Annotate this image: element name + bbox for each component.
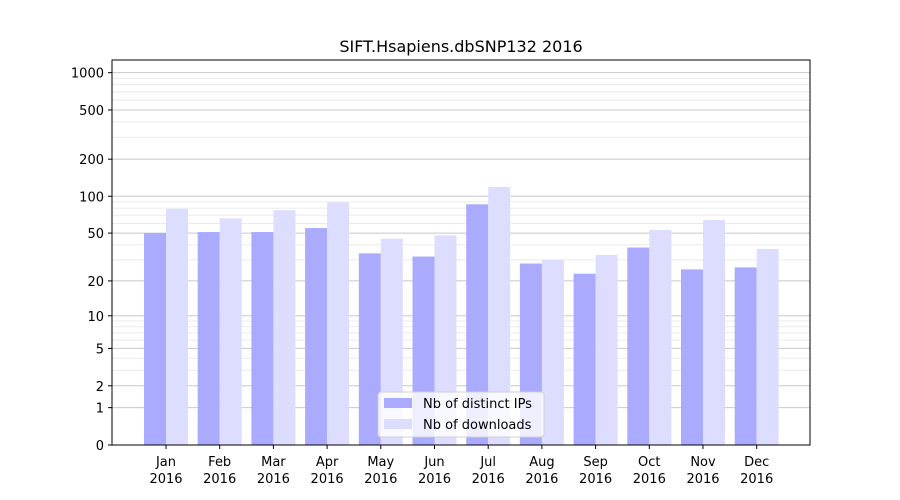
- y-tick-label: 2: [96, 380, 104, 395]
- bar-downloads: [488, 186, 511, 445]
- bar-downloads: [219, 218, 242, 445]
- y-axis: 0 1 2 5 10 20 50 100 200 500 1000: [71, 67, 112, 454]
- legend-label: Nb of downloads: [423, 418, 532, 433]
- legend: Nb of distinct IPs Nb of downloads: [377, 391, 545, 438]
- y-tick-label: 1: [96, 402, 104, 417]
- bars: [144, 186, 779, 445]
- chart-title: SIFT.Hsapiens.dbSNP132 2016: [339, 37, 582, 56]
- x-tick-label: Jan: [155, 455, 176, 470]
- x-tick-label: 2016: [364, 472, 397, 487]
- legend-box: [377, 391, 545, 438]
- bar-ips: [627, 247, 650, 445]
- x-tick-label: 2016: [203, 472, 236, 487]
- bar-ips: [573, 273, 596, 445]
- bar-downloads: [166, 208, 188, 445]
- x-tick-label: Oct: [638, 455, 660, 470]
- bar-ips: [251, 232, 274, 445]
- bar-ips: [144, 233, 166, 445]
- x-tick-label: Jun: [423, 455, 444, 470]
- bar-ips: [305, 228, 328, 445]
- x-tick-label: Apr: [316, 455, 339, 470]
- x-tick-label: 2016: [311, 472, 344, 487]
- y-tick-label: 500: [79, 104, 104, 119]
- x-tick-label: 2016: [740, 472, 773, 487]
- y-tick-label: 100: [79, 190, 104, 205]
- x-tick-label: Dec: [744, 455, 769, 470]
- bar-ips: [466, 204, 489, 445]
- y-tick-label: 10: [87, 310, 104, 325]
- axes-frame: [111, 59, 811, 446]
- legend-swatch: [384, 419, 412, 429]
- x-tick-label: 2016: [418, 472, 451, 487]
- bar-ips: [197, 232, 220, 445]
- y-tick-label: 0: [96, 439, 104, 454]
- y-tick-label: 5: [96, 342, 104, 357]
- x-tick-label: Nov: [690, 455, 716, 470]
- bar-downloads: [327, 202, 350, 445]
- x-tick-label: Aug: [529, 455, 554, 470]
- bar-downloads: [756, 248, 779, 445]
- bar-downloads: [649, 230, 672, 445]
- y-tick-label: 20: [87, 275, 104, 290]
- x-tick-label: 2016: [149, 472, 182, 487]
- bar-downloads: [273, 210, 296, 445]
- x-tick-label: Feb: [208, 455, 231, 470]
- bar-downloads: [595, 254, 618, 445]
- x-tick-label: 2016: [472, 472, 505, 487]
- legend-swatch: [384, 398, 412, 408]
- bar-ips: [358, 253, 381, 445]
- x-tick-label: 2016: [525, 472, 558, 487]
- x-tick-label: May: [367, 455, 394, 470]
- x-axis: Jan 2016 Feb 2016 Mar 2016 Apr 2016 May 2016 Jun 20…: [149, 445, 773, 487]
- y-tick-label: 50: [87, 227, 104, 242]
- y-tick-label: 200: [79, 153, 104, 168]
- bar-ips: [734, 267, 757, 445]
- y-tick-label: 1000: [71, 67, 104, 82]
- bar-downloads: [541, 259, 564, 445]
- x-tick-label: Mar: [261, 455, 286, 470]
- x-tick-label: 2016: [686, 472, 719, 487]
- x-tick-label: 2016: [257, 472, 290, 487]
- x-tick-label: 2016: [633, 472, 666, 487]
- x-tick-label: Sep: [583, 455, 608, 470]
- legend-label: Nb of distinct IPs: [423, 397, 532, 412]
- x-tick-label: Jul: [479, 455, 496, 470]
- x-tick-label: 2016: [579, 472, 612, 487]
- bar-downloads: [703, 220, 725, 445]
- bar-ips: [681, 269, 703, 445]
